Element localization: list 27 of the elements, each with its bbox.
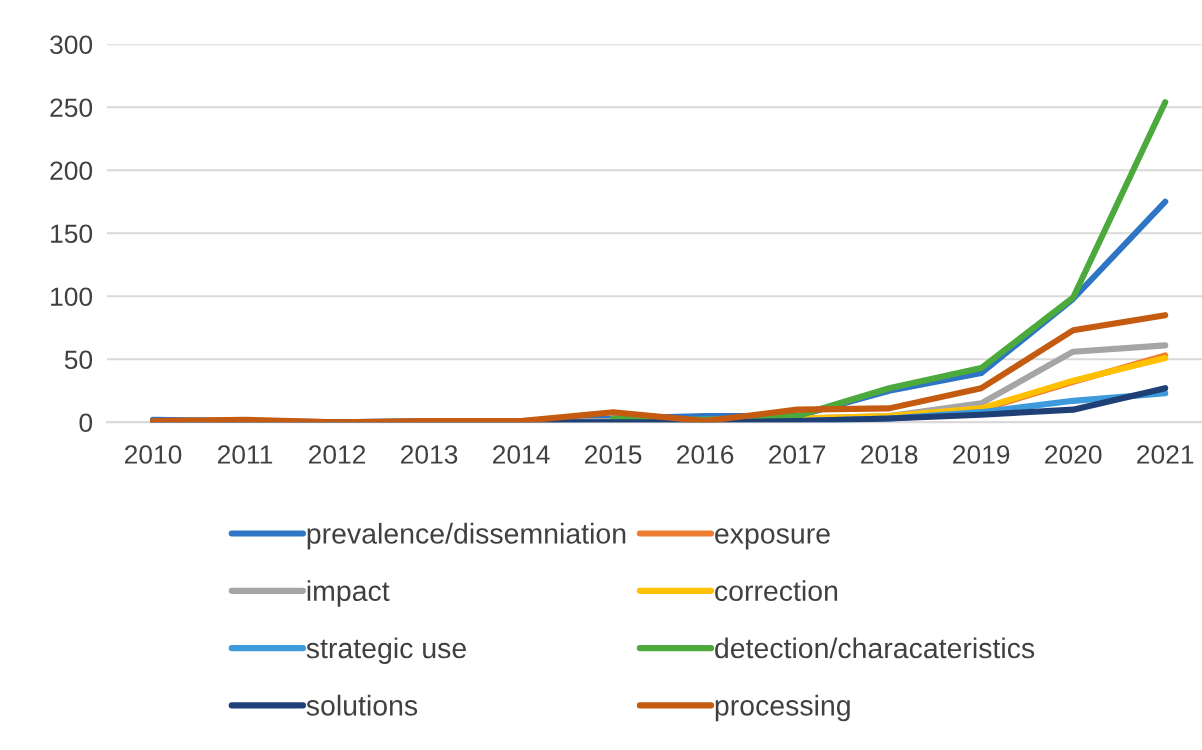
x-tick-label: 2021 <box>1137 445 1194 464</box>
y-tick-label: 200 <box>50 161 93 181</box>
legend-label: exposure <box>715 528 830 550</box>
x-tick-label: 2019 <box>953 445 1010 464</box>
legend-label: impact <box>307 580 390 607</box>
legend-label: detection/characateristics <box>715 637 1035 659</box>
x-tick-label: 2010 <box>124 445 182 464</box>
y-tick-label: 300 <box>50 35 93 55</box>
legend-label: strategic use <box>306 637 466 664</box>
x-tick-label: 2016 <box>677 445 734 464</box>
legend-label: solutions <box>306 694 418 716</box>
y-tick-label: 50 <box>64 350 93 370</box>
x-tick-label: 2017 <box>769 445 826 464</box>
x-tick-label: 2015 <box>585 445 642 464</box>
x-tick-label: 2020 <box>1045 445 1102 464</box>
y-tick-label: 0 <box>79 413 93 433</box>
x-tick-label: 2012 <box>309 445 366 464</box>
x-tick-label: 2014 <box>493 445 550 464</box>
y-tick-label: 250 <box>50 98 93 118</box>
x-tick-label: 2013 <box>401 445 458 464</box>
legend-label: processing <box>715 694 850 722</box>
x-tick-label: 2011 <box>217 445 273 464</box>
x-tick-label: 2018 <box>861 445 918 464</box>
y-tick-label: 100 <box>51 287 93 307</box>
legend-label: prevalence/dissemniation <box>307 522 626 550</box>
legend-label: correction <box>715 580 838 602</box>
y-tick-label: 150 <box>51 224 93 244</box>
